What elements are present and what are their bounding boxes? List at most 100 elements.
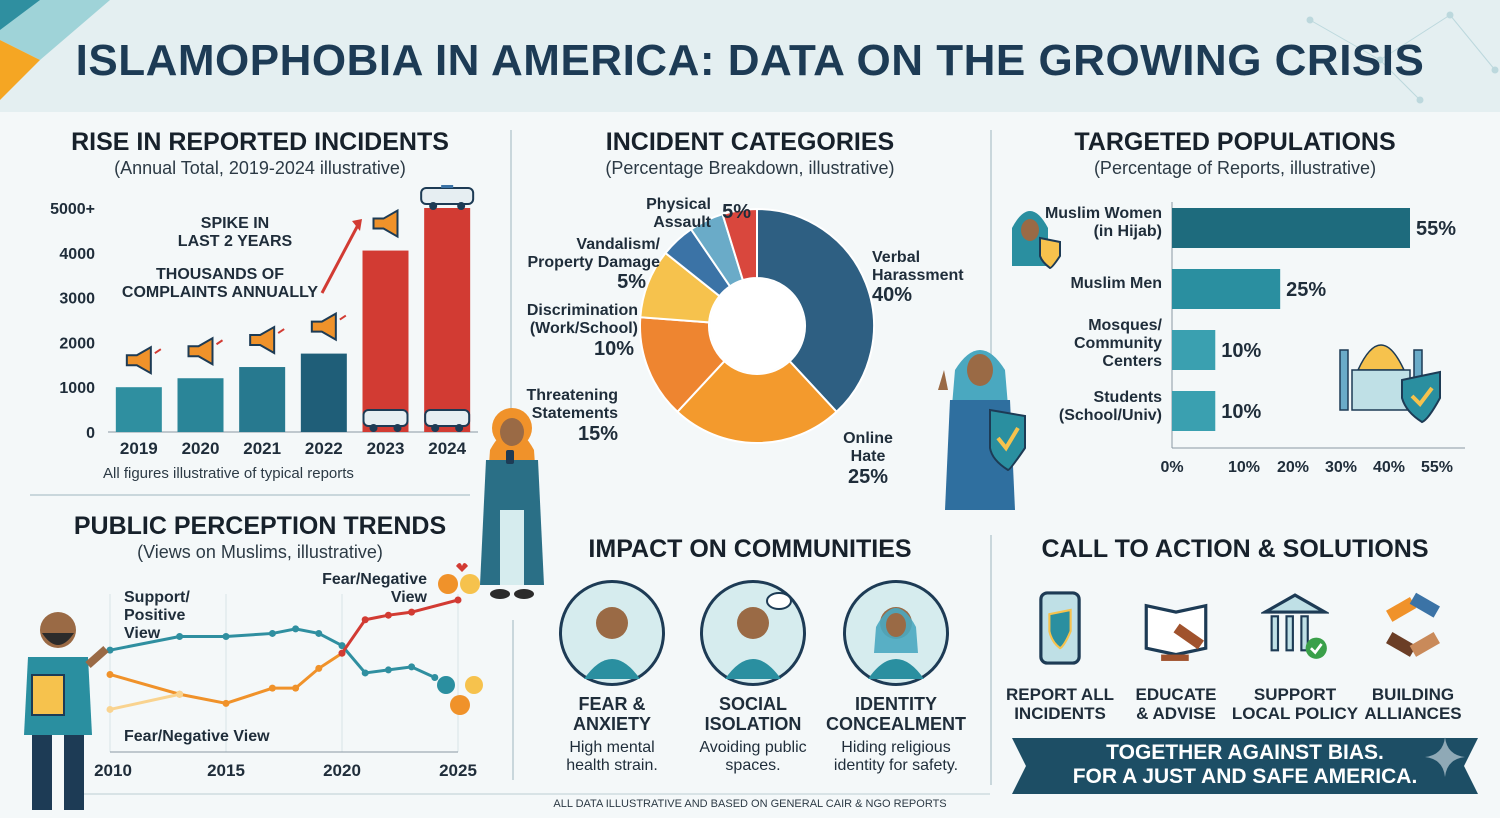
label-fear-bottom: Fear/Negative View: [124, 728, 270, 745]
series-point: [292, 684, 300, 692]
car-wheel: [455, 424, 464, 432]
megaphone-body: [249, 325, 276, 355]
y-tick-label: 2000: [59, 335, 95, 352]
impact-item-desc: High mental health strain.: [566, 739, 658, 774]
sparkle-icon: [1425, 737, 1465, 777]
incidents-title: RISE IN REPORTED INCIDENTS: [71, 128, 449, 156]
impact-circle: [559, 580, 665, 686]
government-building-icon: [1261, 593, 1329, 659]
megaphone-icon: [125, 345, 162, 375]
megaphone-icon: [249, 325, 285, 355]
impact-item-title: FEAR & ANXIETY: [572, 694, 651, 734]
megaphone-icon: [372, 208, 399, 239]
police-car-top-icon: [420, 185, 475, 210]
x-tick-label: 40%: [1373, 459, 1405, 476]
series-point: [431, 674, 439, 682]
perception-line-chart: 2010 2015 2020 2025: [94, 594, 477, 780]
hbar: [1172, 269, 1281, 309]
impact-circle: [700, 580, 806, 686]
megaphone-body: [187, 336, 214, 366]
car-wheel: [429, 202, 438, 210]
series-point: [268, 629, 276, 637]
corner-decoration: [0, 0, 110, 100]
megaphone-ray: [154, 348, 162, 355]
series-line: [340, 598, 459, 655]
hbar-value: 25%: [1286, 279, 1326, 301]
banner-text: TOGETHER AGAINST BIAS. FOR A JUST AND SA…: [1072, 741, 1418, 788]
book-gavel-icon: [1144, 603, 1208, 661]
series-point: [408, 663, 416, 671]
hijab-woman-shield-icon: [938, 350, 1026, 510]
community-group-icon: [437, 676, 483, 715]
mosque-shield-icon: [1339, 344, 1441, 424]
police-car-icon: [424, 409, 471, 432]
x-tick-label: 55%: [1421, 459, 1453, 476]
categories-title: INCIDENT CATEGORIES: [605, 128, 895, 156]
x-tick-label: 2024: [428, 439, 466, 458]
y-tick-label: 1000: [59, 380, 95, 397]
x-tick-label: 30%: [1325, 459, 1357, 476]
x-tick-label: 2021: [243, 439, 281, 458]
donut-hole: [710, 279, 804, 373]
label-support: Support/ Positive View: [124, 589, 190, 642]
car-wheel: [369, 424, 378, 432]
series-point: [384, 611, 392, 619]
slice-pct: 5%: [617, 271, 646, 293]
megaphone-ray: [339, 314, 347, 321]
megaphone-ray: [215, 339, 224, 346]
slice-label: Physical Assault: [646, 196, 712, 231]
hbar: [1172, 208, 1410, 248]
bar-2019: [115, 387, 162, 432]
family-icon: [438, 563, 480, 594]
x-tick-label: 2020: [182, 439, 220, 458]
divider: [510, 130, 512, 500]
series-point: [408, 608, 416, 616]
series-point: [222, 632, 230, 640]
slice-label: Threatening Statements: [526, 387, 618, 422]
incidents-bar-chart: 0 1000 2000 3000 4000 5000+ 2019 2020 2021 2022 20…: [50, 185, 478, 458]
y-tick-label: 0: [86, 425, 95, 442]
y-tick-label: 5000+: [50, 201, 95, 218]
megaphone-body: [372, 208, 399, 239]
x-tick-label: 0%: [1160, 459, 1183, 476]
dome: [1356, 344, 1406, 371]
series-point: [338, 642, 346, 650]
series-point: [222, 699, 230, 707]
perception-title: PUBLIC PERCEPTION TRENDS: [73, 512, 447, 540]
populations-title: TARGETED POPULATIONS: [1074, 128, 1396, 156]
joined-hands-icon: [1386, 592, 1440, 657]
categories-subtitle: (Percentage Breakdown, illustrative): [605, 158, 895, 178]
donut-slice: [676, 359, 838, 444]
impact-title: IMPACT ON COMMUNITIES: [588, 535, 912, 563]
megaphone-icon: [310, 311, 347, 342]
car-siren: [441, 185, 454, 188]
series-line: [109, 692, 180, 711]
shield: [1039, 236, 1061, 270]
isolated-person-icon: [725, 592, 792, 679]
x-tick-label: 2019: [120, 439, 158, 458]
megaphone-body: [310, 311, 337, 342]
action-item-label: EDUCATE & ADVISE: [1135, 685, 1217, 723]
series-point: [292, 625, 300, 633]
hbar-label: Muslim Men: [1070, 275, 1162, 292]
slice-pct: 15%: [578, 423, 618, 445]
action-title: CALL TO ACTION & SOLUTIONS: [1041, 535, 1429, 563]
shield: [1401, 370, 1441, 424]
hijab-woman-icon: [1012, 211, 1061, 270]
hbar-value: 55%: [1416, 218, 1456, 240]
car-body: [362, 409, 409, 427]
bar-2021: [239, 367, 286, 432]
hbar-value: 10%: [1221, 340, 1261, 362]
divider: [80, 793, 990, 795]
title-band: [0, 0, 1500, 112]
slice-pct: 40%: [872, 284, 912, 306]
series-point: [268, 684, 276, 692]
slice-pct: 10%: [594, 338, 634, 360]
series-point: [361, 616, 369, 624]
populations-subtitle: (Percentage of Reports, illustrative): [1093, 158, 1377, 178]
annotation-spike: SPIKE IN LAST 2 YEARS: [177, 215, 293, 250]
hbar-value: 10%: [1221, 401, 1261, 423]
car-wheel: [431, 424, 440, 432]
divider: [512, 620, 514, 780]
